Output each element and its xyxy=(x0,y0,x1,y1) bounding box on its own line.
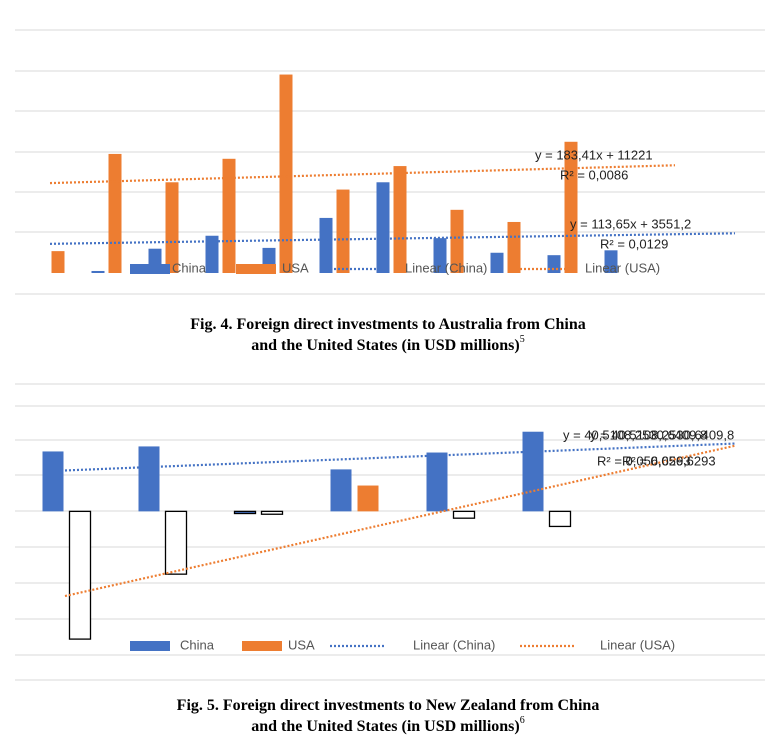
caption: and the United States (in USD millions)5 xyxy=(251,334,524,353)
trend-r2: R² = 0,056,6293 xyxy=(597,453,691,468)
legend-swatch xyxy=(130,641,170,651)
bar xyxy=(138,446,160,512)
bar xyxy=(564,141,578,273)
trend-r2: R² = 0,0086 xyxy=(560,167,628,182)
bar xyxy=(279,74,293,273)
bar xyxy=(108,153,122,273)
bar xyxy=(604,250,618,273)
bar xyxy=(260,510,284,515)
bar xyxy=(336,189,350,273)
bar xyxy=(376,182,390,273)
legend-label: Linear (USA) xyxy=(600,637,675,652)
caption-text: Fig. 4. Foreign direct investments to Au… xyxy=(190,316,586,333)
bar xyxy=(205,235,219,273)
caption: Fig. 5. Foreign direct investments to Ne… xyxy=(177,697,600,714)
caption-text: and the United States (in USD millions) xyxy=(251,337,519,354)
caption-text: Fig. 5. Foreign direct investments to Ne… xyxy=(177,697,600,714)
bar xyxy=(68,510,92,640)
trend-equation: y = 183,41x + 11221 xyxy=(535,147,653,162)
bar xyxy=(450,209,464,273)
trendline xyxy=(49,164,676,185)
legend-label: USA xyxy=(282,260,309,275)
footnote-mark: 5 xyxy=(520,334,525,345)
bar xyxy=(222,158,236,273)
bar xyxy=(426,452,448,512)
legend-label: Linear (China) xyxy=(413,637,495,652)
bar xyxy=(51,251,65,273)
bar xyxy=(522,431,544,512)
trend-r2: R² = 0,056,6293 xyxy=(622,453,716,468)
trend-equation: y = 113,65x + 3551,2 xyxy=(570,216,691,231)
bar xyxy=(330,469,352,512)
bar xyxy=(490,252,504,273)
bar xyxy=(42,451,64,512)
bar xyxy=(433,238,447,273)
trend-r2: R² = 0,0129 xyxy=(600,236,668,251)
bar xyxy=(319,217,333,273)
legend-label: Linear (China) xyxy=(405,260,487,275)
bar xyxy=(547,255,561,273)
legend-label: Linear (USA) xyxy=(585,260,660,275)
legend-swatch xyxy=(242,641,282,651)
footnote-mark: 6 xyxy=(520,715,525,726)
bar xyxy=(357,485,379,512)
bar xyxy=(548,510,572,528)
trendline xyxy=(64,444,736,598)
legend-label: China xyxy=(180,637,215,652)
bar xyxy=(507,221,521,273)
trend-equation: y = 40,5108,2530,6409,8 xyxy=(563,427,707,442)
bar xyxy=(233,510,257,515)
caption: Fig. 4. Foreign direct investments to Au… xyxy=(190,316,586,333)
caption-text: and the United States (in USD millions) xyxy=(251,718,519,735)
legend-label: USA xyxy=(288,637,315,652)
legend-swatch xyxy=(130,264,170,274)
bar xyxy=(452,510,476,519)
bar xyxy=(165,182,179,273)
bar xyxy=(91,270,105,273)
bar xyxy=(393,166,407,273)
legend-swatch xyxy=(236,264,276,274)
bar xyxy=(164,510,188,575)
legend-label: China xyxy=(172,260,207,275)
trend-equation: y = 40,5108,2530,6409,8 xyxy=(590,427,734,442)
caption: and the United States (in USD millions)6 xyxy=(251,715,524,734)
